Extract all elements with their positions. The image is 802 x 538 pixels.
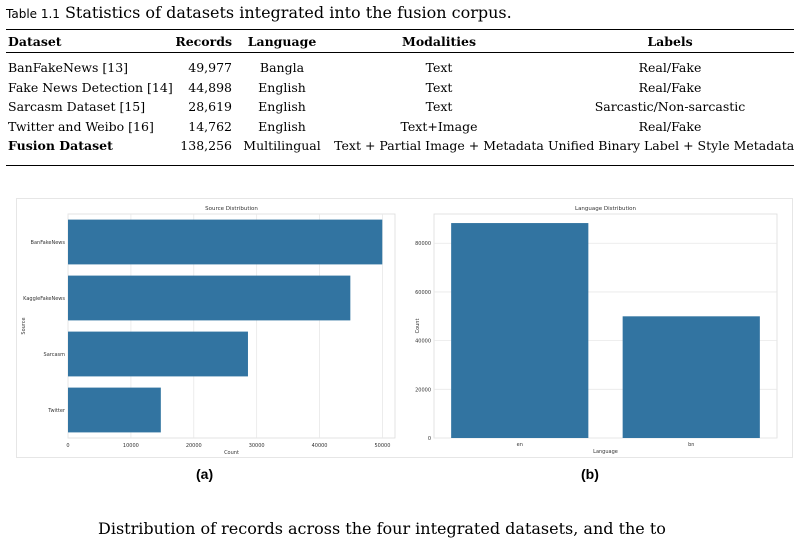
x-tick-label: 50000 xyxy=(374,443,390,449)
table-row: Twitter and Weibo [16] 14,762 English Te… xyxy=(6,117,794,137)
header-labels: Labels xyxy=(647,34,693,49)
cell-labels: Real/Fake xyxy=(638,79,702,95)
table-bottom-rule xyxy=(6,165,794,166)
y-tick-label: Sarcasm xyxy=(44,352,66,358)
cell-modalities: Text + Partial Image + Metadata xyxy=(334,138,544,154)
bar xyxy=(451,223,589,438)
cell-language: English xyxy=(258,79,306,95)
cell-language: English xyxy=(258,99,306,115)
bar xyxy=(68,331,248,377)
y-tick-label: KaggleFakeNews xyxy=(23,296,65,302)
y-axis-label: Source xyxy=(21,317,27,334)
table-label: Table 1.1 xyxy=(6,7,60,21)
cell-language: Multilingual xyxy=(243,138,321,154)
source-distribution-chart: 0 10000 20000 30000 40000 50000 BanFakeNews Kag… xyxy=(21,206,396,456)
y-tick-label: 40000 xyxy=(415,339,431,345)
y-tick-label: BanFakeNews xyxy=(31,240,66,246)
table-caption-text: Statistics of datasets integrated into t… xyxy=(64,3,512,22)
x-tick-label: 0 xyxy=(66,443,69,449)
cell-language: Bangla xyxy=(259,60,305,75)
y-tick-label: 0 xyxy=(428,436,431,442)
x-axis-label: Language xyxy=(593,449,618,455)
bar xyxy=(68,219,383,265)
figure-panel: 0 10000 20000 30000 40000 50000 BanFakeNews Kag… xyxy=(16,198,793,458)
cell-labels: Sarcastic/Non-sarcastic xyxy=(594,99,746,115)
bar xyxy=(68,275,351,321)
chart-title: Language Distribution xyxy=(575,206,636,212)
header-modalities: Modalities xyxy=(401,34,477,49)
cell-modalities: Text xyxy=(425,60,453,75)
y-tick-label: 20000 xyxy=(415,387,431,393)
table-header-rule xyxy=(6,52,794,53)
table-row: Fake News Detection [14] 44,898 English … xyxy=(6,78,794,98)
table-row: BanFakeNews [13] 49,977 Bangla Text Real… xyxy=(6,58,794,78)
x-tick-label: 20000 xyxy=(186,443,202,449)
cell-labels: Real/Fake xyxy=(638,118,702,134)
cell-dataset: Fake News Detection [14] xyxy=(8,79,173,95)
x-tick-label: 40000 xyxy=(312,443,328,449)
table-body: BanFakeNews [13] 49,977 Bangla Text Real… xyxy=(6,58,794,156)
cell-labels: Real/Fake xyxy=(638,60,702,75)
cell-modalities: Text+Image xyxy=(400,118,478,134)
table-caption: Table 1.1 Statistics of datasets integrat… xyxy=(6,3,512,22)
bar xyxy=(68,387,161,433)
statistics-table: Dataset Records Language Modalities Labe… xyxy=(6,32,794,153)
body-paragraph: Distribution of records across the four … xyxy=(98,519,666,538)
cell-language: English xyxy=(258,118,306,134)
language-distribution-chart: 0 20000 40000 60000 80000 en bn Language Distri… xyxy=(415,206,778,455)
cell-labels: Unified Binary Label + Style Metadata xyxy=(548,138,795,154)
cell-dataset: BanFakeNews [13] xyxy=(8,60,129,75)
y-tick-label: Twitter xyxy=(47,408,66,414)
cell-records: 28,619 xyxy=(188,99,232,115)
table-row-fusion: Fusion Dataset 138,256 Multilingual Text… xyxy=(6,136,794,156)
x-tick-label: 30000 xyxy=(249,443,265,449)
header-records: Records xyxy=(175,34,232,49)
subfigure-label-a: (a) xyxy=(196,466,214,482)
x-tick-label: bn xyxy=(688,442,694,448)
cell-records: 14,762 xyxy=(188,118,232,134)
x-tick-label: 10000 xyxy=(123,443,139,449)
header-language: Language xyxy=(247,34,317,49)
cell-dataset: Sarcasm Dataset [15] xyxy=(8,99,146,115)
y-tick-label: 80000 xyxy=(415,241,431,247)
x-tick-label: en xyxy=(517,442,523,448)
table-header-row: Dataset Records Language Modalities Labe… xyxy=(6,32,794,52)
cell-modalities: Text xyxy=(425,79,453,95)
cell-dataset: Fusion Dataset xyxy=(8,138,113,154)
cell-dataset: Twitter and Weibo [16] xyxy=(8,118,154,134)
table-row: Sarcasm Dataset [15] 28,619 English Text… xyxy=(6,97,794,117)
header-dataset: Dataset xyxy=(8,34,62,49)
cell-records: 49,977 xyxy=(188,60,232,75)
table-top-rule xyxy=(6,29,794,30)
cell-modalities: Text xyxy=(425,99,453,115)
cell-records: 138,256 xyxy=(180,138,232,154)
x-axis-label: Count xyxy=(224,450,239,456)
y-axis-label: Count xyxy=(415,319,421,334)
cell-records: 44,898 xyxy=(188,79,232,95)
chart-title: Source Distribution xyxy=(205,206,258,212)
y-tick-label: 60000 xyxy=(415,290,431,296)
bar xyxy=(622,316,760,438)
subfigure-label-b: (b) xyxy=(581,466,599,482)
